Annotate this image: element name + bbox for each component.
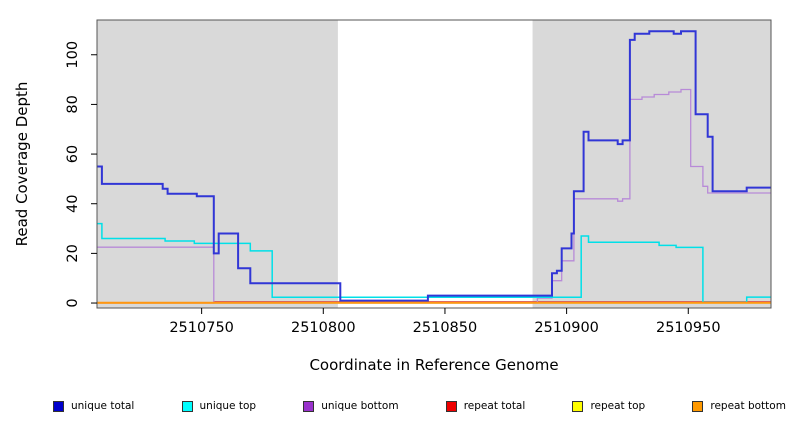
series-unique-top [97, 222, 771, 304]
legend-swatch-repeat-bottom [692, 400, 704, 412]
legend-swatch-unique-total [53, 400, 64, 412]
legend-item-unique-bottom: unique bottom [303, 399, 399, 413]
legend-label-repeat-top: repeat top [590, 400, 646, 412]
x-axis-title: Coordinate in Reference Genome [309, 356, 559, 374]
y-tick-label: 20 [65, 244, 81, 262]
legend-label-repeat-bottom: repeat bottom [710, 400, 786, 412]
plot-border [96, 19, 772, 309]
x-tick-label: 2510850 [413, 320, 478, 336]
legend-item-unique-top: unique top [181, 399, 257, 413]
y-axis-title: Read Coverage Depth [13, 81, 31, 247]
x-tick-label: 2510900 [534, 320, 599, 336]
legend: unique total unique top unique bottom repea… [53, 399, 786, 413]
legend-item-repeat-bottom: repeat bottom [692, 399, 786, 413]
x-tick-label: 2510800 [291, 320, 356, 336]
legend-label-unique-total: unique total [71, 400, 135, 412]
legend-label-unique-top: unique top [199, 400, 257, 412]
y-tick-label: 100 [65, 41, 81, 69]
legend-label-repeat-total: repeat total [463, 400, 526, 412]
series-unique-total [97, 30, 771, 302]
legend-swatch-repeat-top [572, 400, 584, 412]
shaded-region [97, 20, 338, 308]
legend-swatch-unique-bottom [303, 400, 315, 412]
legend-item-repeat-total: repeat total [445, 399, 526, 413]
legend-item-repeat-top: repeat top [572, 399, 645, 413]
legend-label-unique-bottom: unique bottom [321, 400, 399, 412]
x-tick-label: 2510750 [169, 320, 234, 336]
shaded-region [532, 20, 771, 308]
y-tick-label: 0 [65, 298, 81, 307]
legend-swatch-unique-top [181, 400, 193, 412]
x-tick-label: 2510950 [656, 320, 721, 336]
legend-swatch-repeat-total [445, 400, 457, 412]
y-tick-label: 40 [65, 194, 81, 212]
legend-item-unique-total: unique total [53, 399, 134, 413]
y-tick-label: 80 [65, 95, 81, 113]
plot-svg: 2510750 2510800 2510850 2510900 2510950 0 20 40… [65, 19, 772, 336]
y-tick-label: 60 [65, 145, 81, 163]
